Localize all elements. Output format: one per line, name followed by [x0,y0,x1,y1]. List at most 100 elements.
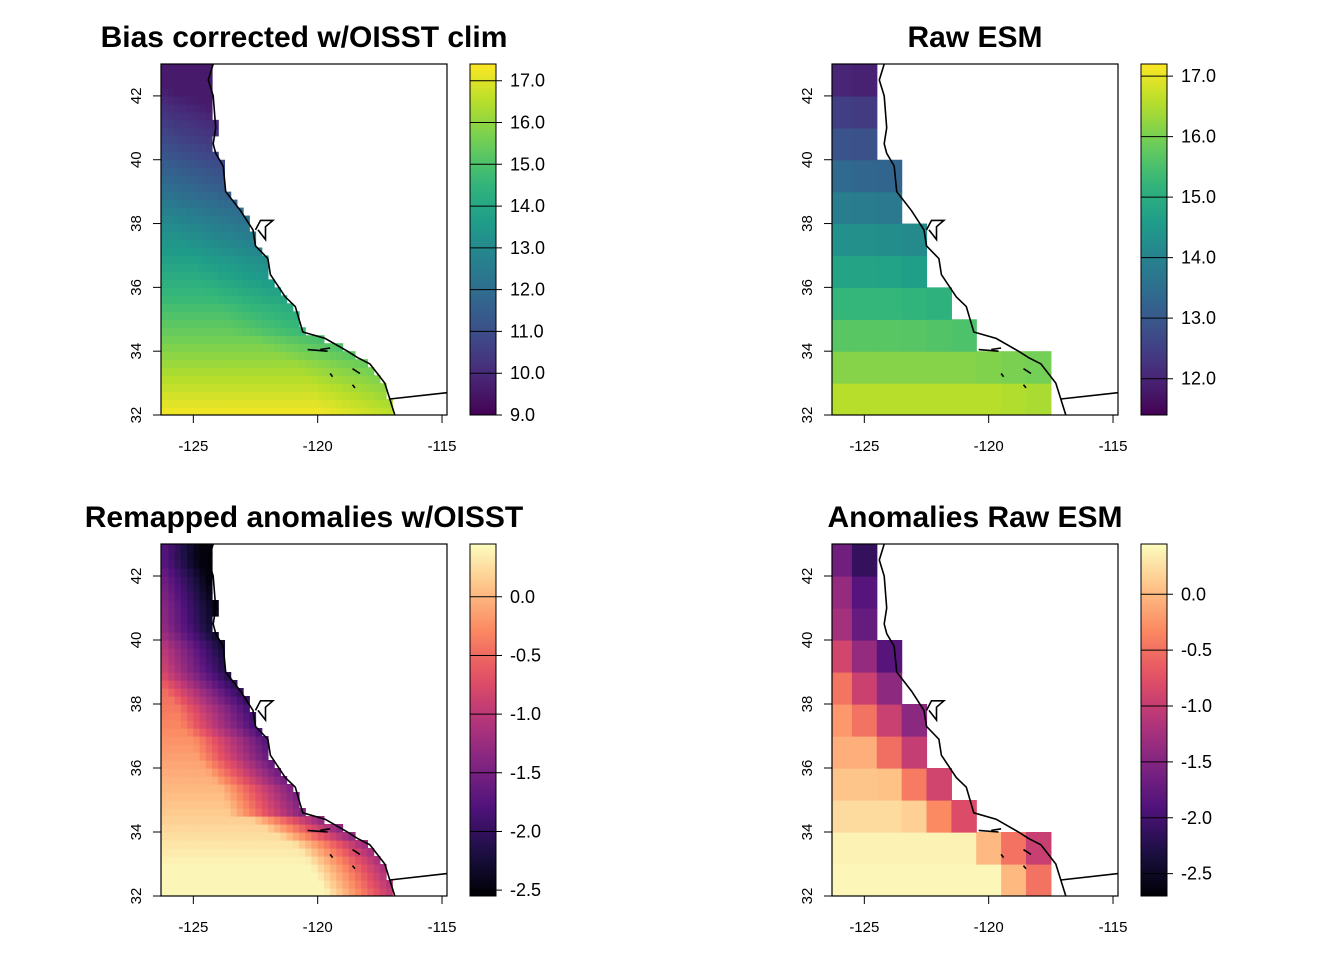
heatmap-cell [199,840,207,849]
heatmap-cell [832,800,853,833]
heatmap-cell [180,119,188,129]
heatmap-cell [224,680,232,689]
heatmap-cell [180,664,188,673]
heatmap-cell [205,143,213,153]
heatmap-cell [193,263,201,273]
heatmap-cell [386,880,393,889]
heatmap-cell [249,776,257,785]
heatmap-cell [162,255,170,265]
heatmap-cell [261,399,269,408]
heatmap-cell [249,752,257,761]
heatmap-cell [286,407,294,415]
heatmap-cell [243,736,250,745]
heatmap-cell [174,680,182,689]
heatmap-cell [168,335,176,344]
heatmap-cell [168,183,176,193]
heatmap-cell [180,640,188,649]
heatmap-cell [180,351,188,360]
y-tick-label: 40 [128,151,145,168]
heatmap-cell [255,760,263,769]
heatmap-cell [218,207,226,217]
heatmap-cell [267,343,275,352]
heatmap-cell [317,351,325,360]
heatmap-cell [243,343,250,352]
heatmap-cell [274,784,281,793]
heatmap-cell [187,215,194,225]
heatmap-cell [161,375,163,384]
heatmap-cell [361,399,369,408]
heatmap-cell [211,351,219,360]
heatmap-cell [161,271,163,280]
heatmap-cell [187,159,194,169]
heatmap-cell [218,199,226,209]
heatmap-cell [180,87,188,97]
heatmap-cell [211,383,219,392]
heatmap-cell [187,111,194,121]
heatmap-cell [180,848,188,857]
heatmap-cell [193,600,201,609]
colorbar-tick-label: 9.0 [510,405,535,425]
heatmap-cell [230,287,238,296]
heatmap-cell [224,672,232,681]
heatmap-cell [205,576,213,585]
heatmap-cell [168,207,176,217]
heatmap-cell [211,295,219,304]
heatmap-cell [174,159,182,169]
heatmap-cell [311,391,319,400]
heatmap-cell [187,191,194,201]
coastline-layer [207,544,447,896]
heatmap-cell [280,864,288,873]
heatmap-cell [211,800,219,809]
heatmap-cell [205,816,213,825]
heatmap-cell [187,303,194,312]
heatmap-cell [162,792,170,801]
heatmap-cell [218,648,226,657]
heatmap-cell [249,255,257,265]
heatmap-cell [218,728,226,737]
heatmap-cell [274,888,281,896]
heatmap-cell [311,343,319,352]
coastline [878,544,1067,896]
heatmap-cell [180,127,188,137]
heatmap-cell [354,880,362,889]
heatmap-cell [180,792,188,801]
heatmap-cell [230,736,238,745]
heatmap-cell [280,335,288,344]
heatmap-cell [199,95,207,105]
heatmap-cell [261,263,269,273]
heatmap-cell [199,656,207,665]
heatmap-cell [274,856,281,865]
heatmap-cell [323,359,331,368]
heatmap-cell [162,872,170,881]
island [991,828,1002,832]
heatmap-cell [205,832,213,841]
heatmap-cell [193,359,201,368]
heatmap-cell [224,231,232,241]
heatmap-cell [162,199,170,209]
heatmap-cell [211,399,219,408]
heatmap-cell [236,287,244,296]
heatmap-cell [243,848,250,857]
x-tick-label: -115 [428,438,457,455]
heatmap-cell [286,367,294,376]
heatmap-cell [255,359,263,368]
heatmap-cell [187,167,194,177]
heatmap-cell [174,832,182,841]
heatmap-cell [174,552,182,561]
heatmap-cell [162,119,170,129]
heatmap-cell [193,872,201,881]
heatmap-cell [292,351,300,360]
heatmap-cell [280,303,288,312]
heatmap-cell [230,375,238,384]
heatmap-cell [205,704,213,713]
heatmap-cell [174,343,182,352]
heatmap-cell [851,544,878,577]
heatmap-cell [180,215,188,225]
heatmap-cell [367,391,375,400]
heatmap-cell [211,808,219,817]
heatmap-cell [249,391,257,400]
heatmap-cell [348,367,356,376]
heatmap-cell [205,383,213,392]
heatmap-cell [205,672,213,681]
heatmap-cell [161,327,163,336]
